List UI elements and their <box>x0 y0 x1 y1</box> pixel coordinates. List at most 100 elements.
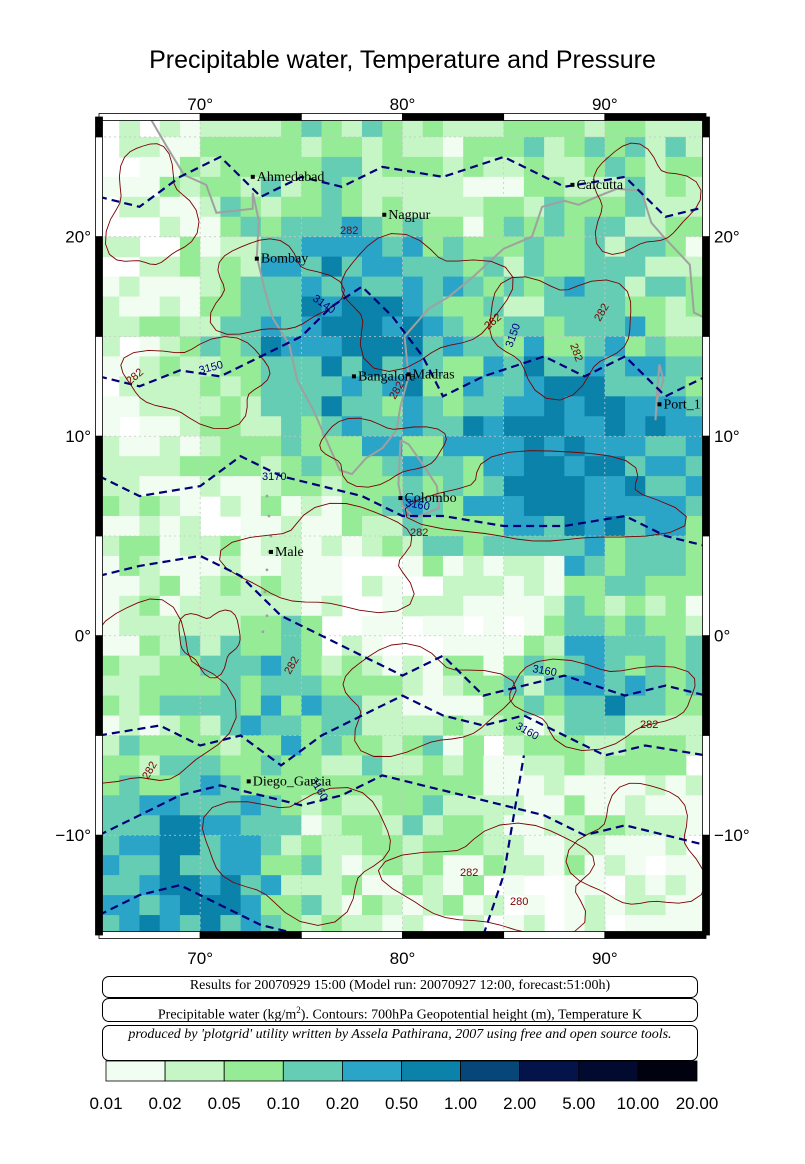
pw-cell <box>260 376 282 397</box>
pw-cell <box>584 855 606 876</box>
pw-cell <box>442 496 464 517</box>
pw-cell <box>362 396 383 417</box>
pw-cell <box>625 396 646 417</box>
pw-cell <box>382 496 404 517</box>
pw-cell <box>159 615 181 637</box>
colorbar-swatch <box>223 1060 284 1082</box>
pw-cell <box>463 635 485 657</box>
pw-cell <box>99 615 120 637</box>
pw-cell <box>685 775 706 796</box>
pw-cell <box>523 117 545 138</box>
pw-cell <box>240 496 262 517</box>
pw-cell <box>200 575 221 597</box>
pw-cell <box>341 236 363 258</box>
pw-cell <box>523 795 545 816</box>
pw-cell <box>422 436 444 457</box>
pw-cell <box>179 555 201 577</box>
pw-cell <box>179 635 201 657</box>
pw-cell <box>159 117 181 138</box>
pw-cell <box>463 456 485 477</box>
pw-cell <box>463 396 485 417</box>
pw-cell <box>442 795 464 816</box>
pw-cell <box>382 895 404 916</box>
pw-cell <box>200 615 221 637</box>
pw-cell <box>281 496 302 517</box>
city-marker <box>657 402 662 407</box>
geopotential-label: 3160 <box>404 497 430 513</box>
pw-cell <box>463 575 485 597</box>
pw-cell <box>281 316 302 338</box>
frame-segment <box>95 236 103 337</box>
pw-cell <box>523 416 545 437</box>
pw-cell <box>99 236 120 258</box>
pw-cell <box>463 775 485 796</box>
map-frame <box>95 113 710 939</box>
pw-cell <box>159 396 181 417</box>
pw-cell <box>139 516 161 537</box>
pw-cell <box>321 316 343 338</box>
pw-cell <box>220 855 242 876</box>
pw-cell <box>200 316 221 338</box>
pw-cell <box>483 595 505 617</box>
pw-cell <box>442 356 464 377</box>
pw-cell <box>341 635 363 657</box>
frame-segment <box>402 931 505 939</box>
lon-tick-label: 90° <box>592 949 618 968</box>
pw-cell <box>463 815 485 836</box>
city-label: Bombay <box>261 252 308 267</box>
pw-cell <box>422 535 444 557</box>
pw-cell <box>281 516 302 537</box>
pw-cell <box>564 535 586 557</box>
pw-cell <box>260 815 282 836</box>
pw-cell <box>422 895 444 916</box>
pw-cell <box>301 595 323 617</box>
axis-tick-labels: 70° 70° 80° 80° 90° 90° 20° 20° 10° 10° 0° 0° −10° −1… <box>55 95 749 968</box>
pw-cell <box>139 256 161 278</box>
pw-cell <box>341 176 363 198</box>
colorbar-label: 0.05 <box>207 1094 241 1113</box>
pw-cell <box>584 555 606 577</box>
pw-cell <box>301 236 323 258</box>
pw-cell <box>463 196 485 218</box>
pw-cell <box>220 136 242 158</box>
pw-cell <box>362 895 383 916</box>
pw-cell <box>240 855 262 876</box>
pw-cell <box>301 735 323 757</box>
pw-cell <box>523 835 545 856</box>
pw-cell <box>564 216 586 238</box>
pw-cell <box>442 895 464 916</box>
pw-cell <box>119 615 141 637</box>
pw-cell <box>240 655 262 677</box>
pw-cell <box>341 117 363 138</box>
pw-cell <box>220 117 242 138</box>
pw-cell <box>442 117 464 138</box>
pw-cell <box>442 855 464 876</box>
pw-cell <box>179 496 201 517</box>
pw-cell <box>625 615 646 637</box>
pw-cell <box>422 356 444 377</box>
pw-cell <box>402 196 424 218</box>
pw-cell <box>463 296 485 318</box>
pw-cell <box>260 555 282 577</box>
pw-cell <box>159 735 181 757</box>
pw-cell <box>341 755 363 776</box>
pw-cell <box>179 296 201 318</box>
island-dot <box>265 494 269 498</box>
pw-cell <box>382 675 404 697</box>
pw-cell <box>442 336 464 358</box>
pw-cell <box>99 755 120 776</box>
pw-cell <box>564 296 586 318</box>
pw-cell <box>604 855 626 876</box>
pw-cell <box>281 575 302 597</box>
pw-cell <box>119 635 141 657</box>
pw-cell <box>604 136 626 158</box>
pw-cell <box>463 555 485 577</box>
pw-cell <box>442 436 464 457</box>
pw-cell <box>584 216 606 238</box>
pw-cell <box>139 875 161 896</box>
pw-cell <box>442 456 464 477</box>
pw-cell <box>625 296 646 318</box>
pw-cell <box>281 117 302 138</box>
pw-cell <box>321 336 343 358</box>
pw-cell <box>240 476 262 497</box>
